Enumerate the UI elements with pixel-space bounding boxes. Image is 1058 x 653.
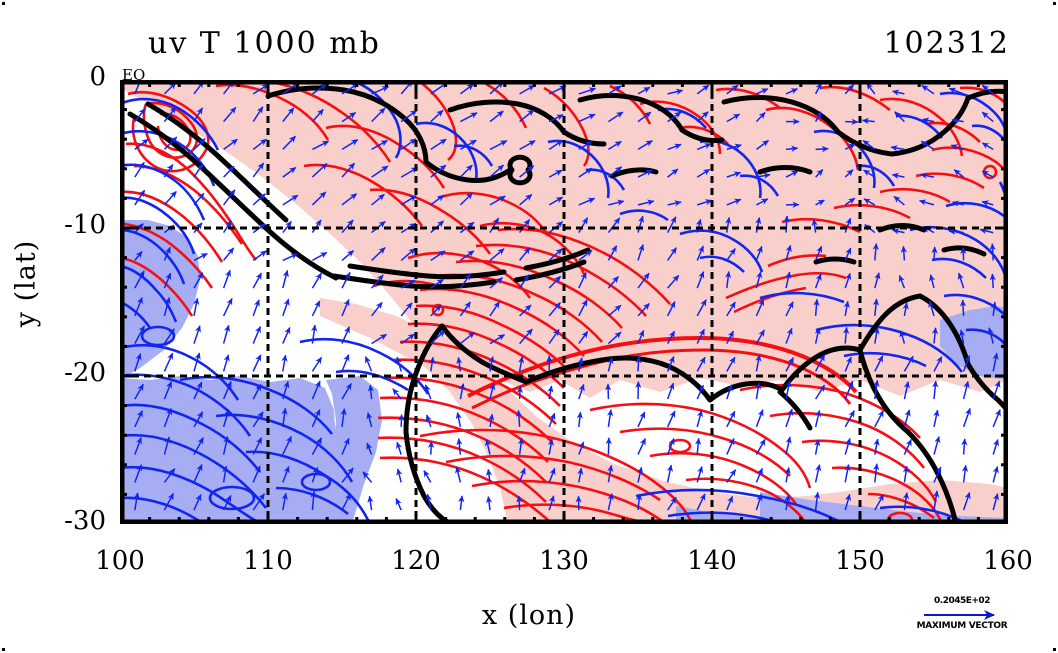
ytick-label-0: 0 <box>89 62 106 92</box>
xtick-label-120: 120 <box>391 546 441 576</box>
xtick-label-140: 140 <box>687 546 737 576</box>
coastlines <box>127 85 1008 524</box>
map-canvas <box>120 80 1008 524</box>
plot-area <box>120 80 1008 524</box>
ytick-label-m20: -20 <box>64 358 106 388</box>
x-axis-title: x (lon) <box>481 600 577 631</box>
vector-legend-arrow <box>892 607 1032 621</box>
gridlines <box>120 80 1008 524</box>
corner-mark-top-right <box>1053 2 1056 5</box>
xtick-label-150: 150 <box>835 546 885 576</box>
wind-vector-field <box>133 80 1001 511</box>
page-title: uv T 1000 mb <box>148 26 381 61</box>
xtick-label-100: 100 <box>95 546 145 576</box>
vector-legend-caption: MAXIMUM VECTOR <box>916 621 1008 631</box>
corner-mark-bottom-left <box>2 648 5 651</box>
xtick-label-130: 130 <box>539 546 589 576</box>
equator-label: EQ <box>122 66 146 84</box>
ytick-label-m30: -30 <box>64 506 106 536</box>
vector-magnitude-label: 0.2045E+02 <box>934 596 990 606</box>
corner-mark-top-left <box>2 2 5 5</box>
timestamp-label: 102312 <box>883 26 1010 61</box>
vector-legend: 0.2045E+02 MAXIMUM VECTOR <box>892 596 1032 632</box>
xtick-label-110: 110 <box>243 546 293 576</box>
ytick-label-m10: -10 <box>64 210 106 240</box>
xtick-label-160: 160 <box>983 546 1033 576</box>
corner-mark-bottom-right <box>1053 648 1056 651</box>
y-axis-title: y (lat) <box>10 239 42 328</box>
